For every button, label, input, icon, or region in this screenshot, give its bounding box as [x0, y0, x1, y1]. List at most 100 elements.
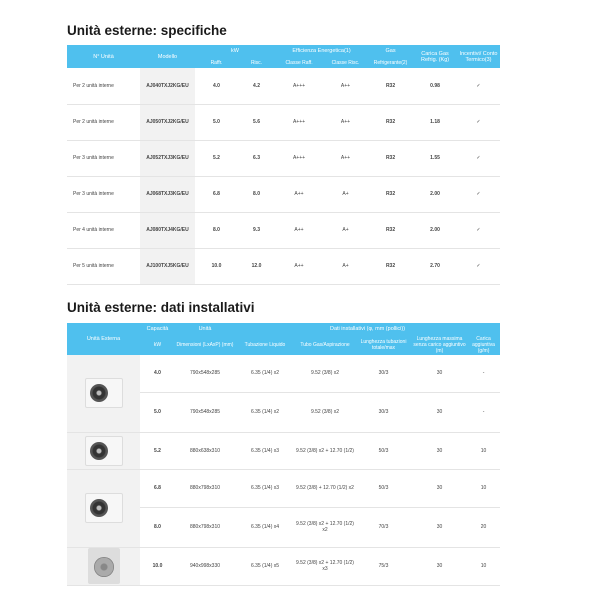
liquido-cell: 6.35 (1/4) x3: [235, 469, 295, 508]
n-unita-cell: Per 3 unità interne: [67, 140, 140, 177]
liquido-cell: 6.35 (1/4) x5: [235, 547, 295, 586]
dimensioni-cell: 880x638x310: [175, 432, 235, 470]
capacita-cell: 8.0: [140, 507, 175, 548]
lungh-max-cell: 30: [412, 432, 467, 470]
risc-cell: 9.3: [238, 212, 276, 249]
lungh-max-cell: 30: [412, 507, 467, 548]
carica-cell: -: [467, 392, 501, 433]
dimensioni-cell: 940x998x330: [175, 547, 235, 586]
table-row: Per 5 unità interne AJ100TXJ5KG/EU 10.0 12.…: [67, 248, 501, 285]
carica-cell: 1.55: [413, 140, 458, 177]
classe-raff-cell: A++: [275, 176, 324, 213]
model-cell: AJ100TXJ5KG/EU: [140, 248, 195, 285]
raffr-cell: 10.0: [195, 248, 238, 285]
n-unita-cell: Per 5 unità interne: [67, 248, 140, 285]
header-dimensioni: Dimensioni (LxAxP) (mm): [175, 335, 235, 355]
gas-cell: 9.52 (3/8) + 12.70 (1/2) x2: [295, 469, 355, 508]
model-cell: AJ068TXJ3KG/EU: [140, 176, 195, 213]
model-cell: AJ040TXJ2KG/EU: [140, 68, 195, 105]
header-liquido: Tubazione Liquido: [235, 335, 295, 355]
check-icon: ✓: [457, 176, 501, 213]
header-lungh-max: Lunghezza massima senza carico aggiuntiv…: [412, 335, 467, 355]
header-risc: Risc.: [238, 57, 276, 68]
gas-cell: R32: [368, 248, 414, 285]
table-row: Per 2 unità interne AJ040TXJ2KG/EU 4.0 4.2 A…: [67, 68, 501, 105]
table-row: Per 4 unità interne AJ080TXJ4KG/EU 8.0 9.3 A…: [67, 212, 501, 249]
gas-cell: R32: [368, 68, 414, 105]
header-gas: Gas: [368, 45, 414, 57]
check-icon: ✓: [457, 212, 501, 249]
header-classe-risc: Classe Risc.: [323, 57, 369, 68]
header-capacita: Capacità: [140, 323, 175, 335]
lunghezza-cell: 75/3: [355, 547, 412, 586]
unit-image-cell: [67, 547, 140, 586]
carica-cell: 20: [467, 507, 501, 548]
table-row: Per 3 unità interne AJ068TXJ3KG/EU 6.8 8.0 A…: [67, 176, 501, 213]
raffr-cell: 8.0: [195, 212, 238, 249]
liquido-cell: 6.35 (1/4) x3: [235, 432, 295, 470]
carica-cell: 1.18: [413, 104, 458, 141]
unit-image-cell: [67, 469, 140, 548]
dimensioni-cell: 790x548x285: [175, 355, 235, 393]
outdoor-unit-image: [84, 378, 123, 409]
carica-cell: -: [467, 355, 501, 393]
classe-risc-cell: A++: [323, 104, 369, 141]
header-raffr: Raffr.: [195, 57, 238, 68]
check-icon: ✓: [457, 104, 501, 141]
carica-cell: 2.00: [413, 176, 458, 213]
table-row: Per 3 unità interne AJ052TXJ3KG/EU 5.2 6.3 A…: [67, 140, 501, 177]
outdoor-unit-image: [87, 548, 120, 584]
lungh-max-cell: 30: [412, 355, 467, 393]
risc-cell: 6.3: [238, 140, 276, 177]
check-icon: ✓: [457, 68, 501, 105]
risc-cell: 5.6: [238, 104, 276, 141]
lunghezza-cell: 50/3: [355, 432, 412, 470]
gas-cell: 9.52 (3/8) x2 + 12.70 (1/2) x3: [295, 547, 355, 586]
classe-risc-cell: A+: [323, 248, 369, 285]
outdoor-unit-image: [84, 493, 123, 523]
header-kw: kW: [195, 45, 276, 57]
gas-cell: 9.52 (3/8) x2: [295, 355, 355, 393]
spec-table: N° Unità Modello kW Efficienza Energetic…: [67, 45, 501, 285]
risc-cell: 8.0: [238, 176, 276, 213]
header-n-unita: N° Unità: [67, 45, 140, 68]
dimensioni-cell: 880x798x310: [175, 507, 235, 548]
carica-cell: 0.98: [413, 68, 458, 105]
gas-cell: 9.52 (3/8) x2: [295, 392, 355, 433]
spec-title: Unità esterne: specifiche: [67, 23, 227, 38]
lunghezza-cell: 30/3: [355, 392, 412, 433]
capacita-cell: 5.2: [140, 432, 175, 470]
gas-cell: 9.52 (3/8) x2 + 12.70 (1/2): [295, 432, 355, 470]
n-unita-cell: Per 3 unità interne: [67, 176, 140, 213]
lunghezza-cell: 70/3: [355, 507, 412, 548]
classe-risc-cell: A+: [323, 212, 369, 249]
n-unita-cell: Per 2 unità interne: [67, 104, 140, 141]
carica-cell: 10: [467, 432, 501, 470]
capacita-cell: 10.0: [140, 547, 175, 586]
header-carica: Carica aggiuntiva (g/m): [467, 335, 501, 355]
raffr-cell: 4.0: [195, 68, 238, 105]
capacita-cell: 5.0: [140, 392, 175, 433]
risc-cell: 4.2: [238, 68, 276, 105]
header-refrigerante: Refrigerante(2): [368, 57, 414, 68]
classe-risc-cell: A++: [323, 68, 369, 105]
gas-cell: R32: [368, 212, 414, 249]
table-row: 4.0 790x548x285 6.35 (1/4) x2 9.52 (3/8) x2…: [67, 355, 501, 433]
check-icon: ✓: [457, 248, 501, 285]
raffr-cell: 6.8: [195, 176, 238, 213]
header-modello: Modello: [140, 45, 195, 68]
gas-cell: R32: [368, 176, 414, 213]
install-title: Unità esterne: dati installativi: [67, 300, 255, 315]
outdoor-unit-image: [84, 435, 123, 466]
classe-raff-cell: A++: [275, 212, 324, 249]
table-row: 8.0 880x798x310 6.35 (1/4) x4 9.52 (3/8) x2…: [67, 507, 501, 548]
capacita-cell: 6.8: [140, 469, 175, 508]
unit-image-cell: [67, 432, 140, 470]
carica-cell: 2.70: [413, 248, 458, 285]
classe-raff-cell: A++: [275, 248, 324, 285]
gas-cell: R32: [368, 104, 414, 141]
table-row: 6.8 880x798x310 6.35 (1/4) x3 9.52 (3/8) + …: [67, 469, 501, 548]
header-incentivi: Incentivi/ Conto Termico(3): [457, 45, 501, 68]
dimensioni-cell: 880x798x310: [175, 469, 235, 508]
gas-cell: 9.52 (3/8) x2 + 12.70 (1/2) x2: [295, 507, 355, 548]
